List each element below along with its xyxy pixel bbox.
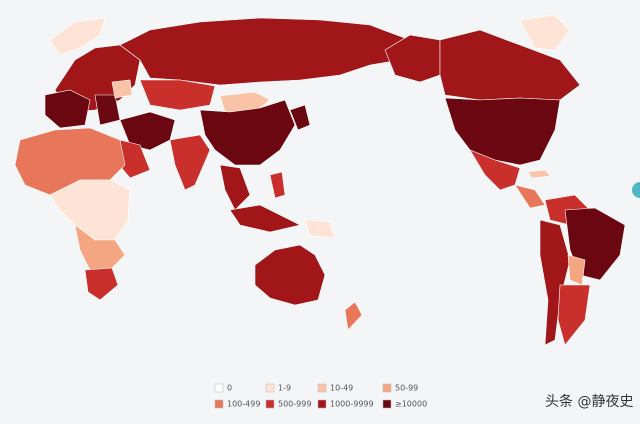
legend-swatch [317,383,327,393]
side-button[interactable] [632,182,640,198]
europe-west [44,89,91,129]
legend-label: 1000-9999 [330,400,374,409]
map [14,14,626,346]
australia [254,244,326,306]
balkans [111,79,133,99]
russia [119,17,411,86]
legend-swatch [317,399,327,409]
watermark: 头条 @静夜史 [545,393,633,410]
legend-label: 50-99 [395,384,418,393]
legend-label: ≥10000 [395,400,427,409]
new-zealand [344,301,363,331]
china [199,99,296,166]
indochina [219,164,251,211]
andes [539,219,571,346]
legend-label: 100-499 [227,400,260,409]
legend-swatch [214,399,224,409]
south-africa [84,267,119,301]
philippines [269,171,286,199]
indonesia [229,204,301,233]
legend-label: 0 [227,384,232,393]
argentina [557,284,591,346]
png [304,219,336,239]
caribbean [527,169,551,179]
africa-south-central [74,224,126,271]
legend: 0 1-9 10-49 50-99 100-499 500-999 1000-9999 ≥10… [214,383,427,409]
korea-japan [289,104,311,131]
africa-central [49,179,131,241]
central-america [514,184,546,209]
central-asia [139,79,216,111]
legend-swatch [382,383,392,393]
legend-label: 10-49 [330,384,353,393]
greenland [49,17,106,56]
india [169,134,211,191]
legend-label: 1-9 [278,384,291,393]
legend-swatch [382,399,392,409]
mongolia [219,91,271,113]
greenland-east [519,14,571,51]
legend-swatch [265,383,275,393]
united-states [444,97,561,166]
legend-swatch [214,383,224,393]
legend-label: 500-999 [278,400,311,409]
paraguay [567,254,586,286]
legend-swatch [265,399,275,409]
